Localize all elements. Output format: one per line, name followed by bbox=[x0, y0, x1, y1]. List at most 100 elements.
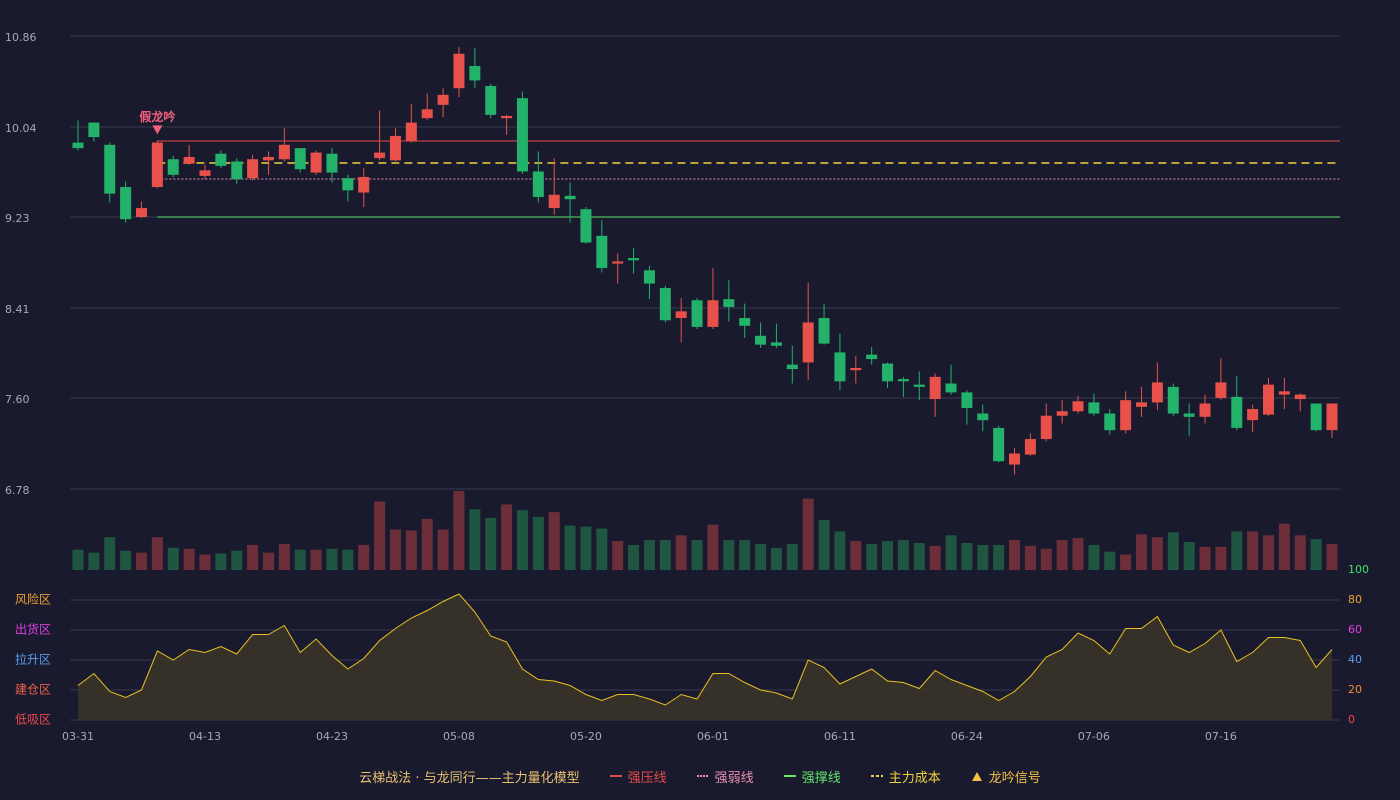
candle-body bbox=[612, 261, 624, 264]
indicator-line bbox=[77, 593, 1333, 706]
volume-bar bbox=[532, 516, 544, 570]
volume-bar bbox=[723, 540, 735, 570]
volume-bar bbox=[183, 548, 195, 570]
volume-bar bbox=[1104, 551, 1116, 570]
y-tick-label: 7.60 bbox=[5, 393, 30, 406]
volume-bar bbox=[786, 543, 798, 570]
chart: 10.86 10.04 9.23 8.41 7.60 6.78 03-31 04-13 04-2… bbox=[5, 31, 1369, 743]
volume-bar bbox=[691, 540, 703, 570]
volume-bar bbox=[215, 553, 227, 570]
volume-bar bbox=[1183, 542, 1195, 570]
candle-body bbox=[326, 153, 338, 173]
volume-bar bbox=[643, 540, 655, 570]
volume-bar bbox=[850, 541, 862, 570]
volume-bar bbox=[120, 550, 132, 570]
candle-body bbox=[151, 142, 163, 187]
y-tick-label: 8.41 bbox=[5, 303, 30, 316]
volume-bar bbox=[596, 528, 608, 570]
volume-bar bbox=[897, 540, 909, 570]
volume-bar bbox=[501, 504, 513, 570]
candle-body bbox=[548, 194, 560, 209]
volume-bar bbox=[1120, 554, 1132, 570]
legend-swatch bbox=[609, 775, 622, 777]
candle-body bbox=[516, 98, 528, 172]
volume-bar bbox=[977, 544, 989, 570]
zone-label: 出货区 bbox=[15, 622, 51, 637]
volume-bar bbox=[1231, 531, 1243, 570]
signal-label: 假龙吟 bbox=[139, 109, 175, 124]
candle-body bbox=[929, 376, 941, 400]
candle-body bbox=[358, 177, 370, 193]
volume-bar bbox=[612, 541, 624, 570]
volume-bar bbox=[1009, 540, 1021, 570]
zone-label: 低吸区 bbox=[15, 713, 51, 727]
legend-item: 主力成本 bbox=[870, 767, 941, 786]
volume-bar bbox=[374, 501, 386, 570]
candle-body bbox=[818, 318, 830, 344]
x-tick-label: 07-06 bbox=[1078, 730, 1110, 743]
y3-tick-label: 100 bbox=[1348, 563, 1369, 576]
candle-body bbox=[1009, 453, 1021, 465]
candle-body bbox=[1326, 403, 1338, 431]
legend-swatch bbox=[783, 775, 796, 777]
volume-bar bbox=[1167, 532, 1179, 570]
candle-body bbox=[262, 157, 274, 161]
volume-bar bbox=[167, 547, 179, 570]
candle-body bbox=[1310, 403, 1322, 431]
candle-body bbox=[1104, 413, 1116, 431]
volume-bar bbox=[199, 554, 211, 570]
candle-body bbox=[977, 413, 989, 421]
candle-body bbox=[453, 53, 465, 89]
volume-bar bbox=[405, 530, 417, 570]
volume-bar bbox=[151, 537, 163, 570]
candle-body bbox=[802, 322, 814, 363]
volume-bar bbox=[310, 549, 322, 570]
candle-body bbox=[532, 171, 544, 197]
indicator-area bbox=[78, 594, 1332, 720]
volume-bar bbox=[993, 544, 1005, 570]
volume-bar bbox=[564, 525, 576, 570]
volume-bar bbox=[437, 529, 449, 570]
volume-bar bbox=[453, 490, 465, 570]
legend-title: 云梯战法 · 与龙同行——主力量化模型 bbox=[359, 770, 580, 786]
volume-bar bbox=[1247, 531, 1259, 570]
volume-bar bbox=[485, 517, 497, 570]
legend-label: 主力成本 bbox=[888, 770, 941, 786]
volume-bar bbox=[104, 537, 116, 570]
volume-bar bbox=[1056, 540, 1068, 570]
volume-bar bbox=[294, 549, 306, 570]
x-tick-label: 03-31 bbox=[62, 730, 94, 743]
candle-body bbox=[135, 208, 147, 217]
volume-bar bbox=[1136, 534, 1148, 570]
x-tick-label: 05-08 bbox=[443, 730, 475, 743]
candle-body bbox=[1136, 402, 1148, 407]
candle-body bbox=[310, 152, 322, 173]
candle-body bbox=[834, 352, 846, 382]
candle-body bbox=[501, 115, 513, 119]
zone-label: 拉升区 bbox=[15, 652, 51, 667]
volume-bar bbox=[961, 542, 973, 570]
candle-body bbox=[231, 161, 243, 180]
y3-tick-label: 40 bbox=[1348, 653, 1362, 666]
y-tick-label: 10.04 bbox=[5, 122, 37, 135]
candle-body bbox=[1120, 400, 1132, 431]
x-tick-label: 05-20 bbox=[570, 730, 602, 743]
volume-bar bbox=[342, 549, 354, 570]
candle-body bbox=[1088, 402, 1100, 414]
volume-bar bbox=[1326, 543, 1338, 570]
volume-bar bbox=[1072, 538, 1084, 570]
volume-bar bbox=[231, 550, 243, 570]
candle-body bbox=[659, 288, 671, 321]
y-tick-label: 10.86 bbox=[5, 31, 37, 44]
volume-bar bbox=[1199, 546, 1211, 570]
volume-bar bbox=[866, 543, 878, 570]
candle-body bbox=[1247, 409, 1259, 421]
candle-body bbox=[485, 85, 497, 115]
legend-item: 强压线 bbox=[609, 767, 667, 786]
y-tick-label: 6.78 bbox=[5, 484, 30, 497]
candle-body bbox=[866, 354, 878, 360]
candle-body bbox=[691, 300, 703, 327]
legend: 云梯战法 · 与龙同行——主力量化模型 强压线 强弱线 强撑线 主力成本 龙吟信号 bbox=[0, 764, 1400, 788]
candle-body bbox=[374, 152, 386, 159]
candle-body bbox=[120, 187, 132, 220]
